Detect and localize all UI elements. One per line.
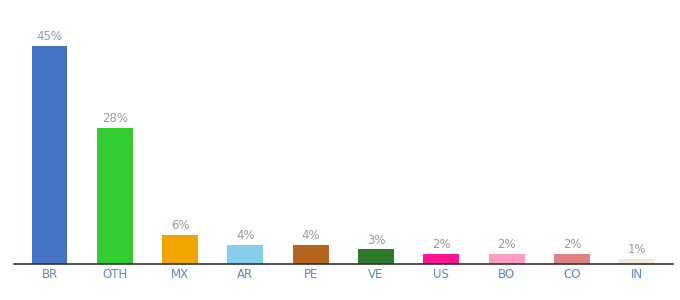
Text: 4%: 4% xyxy=(301,229,320,242)
Text: 2%: 2% xyxy=(497,238,516,251)
Text: 45%: 45% xyxy=(37,30,63,43)
Text: 1%: 1% xyxy=(628,243,647,256)
Bar xyxy=(162,235,198,264)
Text: 28%: 28% xyxy=(102,112,128,125)
Text: 6%: 6% xyxy=(171,219,190,232)
Text: 2%: 2% xyxy=(432,238,451,251)
Bar xyxy=(228,244,263,264)
Bar xyxy=(554,254,590,264)
Text: 2%: 2% xyxy=(562,238,581,251)
Bar xyxy=(358,250,394,264)
Bar xyxy=(293,244,328,264)
Text: 3%: 3% xyxy=(367,234,386,247)
Bar xyxy=(31,46,67,264)
Bar xyxy=(489,254,525,264)
Bar xyxy=(619,259,656,264)
Bar xyxy=(97,128,133,264)
Text: 4%: 4% xyxy=(236,229,255,242)
Bar xyxy=(424,254,459,264)
